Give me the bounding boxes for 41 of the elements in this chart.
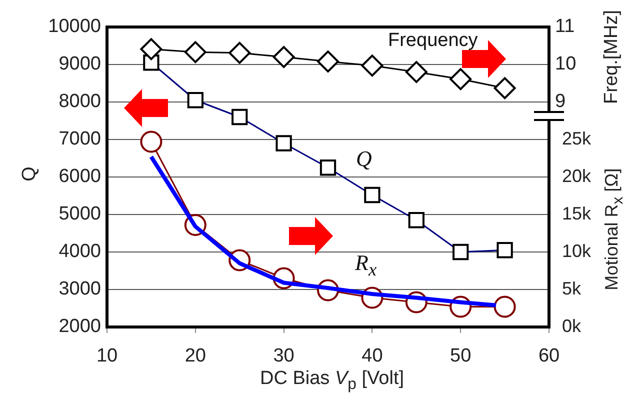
series-label: Q — [356, 146, 372, 172]
x-tick-label: 20 — [184, 346, 206, 367]
y-tick-label: 3000 — [58, 278, 101, 300]
point — [272, 46, 295, 68]
series-label: R$_{x}$ — [355, 250, 377, 280]
x-tick-label: 10 — [96, 346, 118, 367]
point — [184, 41, 206, 64]
y-tick-label: 8000 — [58, 91, 101, 112]
y2-tick-label: 25k — [562, 128, 592, 148]
point — [361, 54, 384, 77]
point — [494, 296, 516, 318]
y-tick-label: 6000 — [58, 166, 101, 188]
x-axis-title: DC Bias V$_{p}$ [Volt] — [259, 368, 405, 394]
y-tick-label: 9000 — [58, 54, 101, 75]
x-tick-label: 60 — [538, 346, 560, 367]
series-label: Frequency — [388, 30, 478, 52]
y-axis-title: Q — [19, 166, 41, 184]
point — [140, 130, 162, 153]
y2-tick-label: 20k — [562, 166, 592, 186]
y2-tick-label: 10k — [562, 240, 592, 261]
y2-tick-label: 15k — [562, 203, 592, 224]
y-tick-label: 4000 — [58, 241, 101, 262]
y3-tick-label: 9 — [555, 91, 566, 112]
y3-tick-label: 10 — [555, 54, 576, 75]
y-tick-label: 10000 — [48, 16, 101, 38]
x-tick-label: 50 — [450, 346, 472, 367]
y3-axis-title: Freq.[MHz] — [601, 9, 623, 106]
x-tick-label: 30 — [273, 346, 294, 367]
y-tick-label: 5000 — [58, 204, 101, 225]
point — [450, 68, 472, 90]
y-tick-label: 7000 — [58, 128, 101, 150]
point — [317, 50, 339, 72]
point — [494, 77, 516, 100]
point — [405, 61, 428, 83]
point — [140, 38, 162, 60]
y2-tick-label: 5k — [562, 278, 582, 298]
y2-tick-label: 0k — [562, 316, 582, 336]
x-tick-label: 40 — [362, 346, 383, 367]
y-tick-label: 2000 — [58, 316, 101, 338]
y3-tick-label: 11 — [555, 16, 575, 38]
point — [228, 42, 251, 64]
